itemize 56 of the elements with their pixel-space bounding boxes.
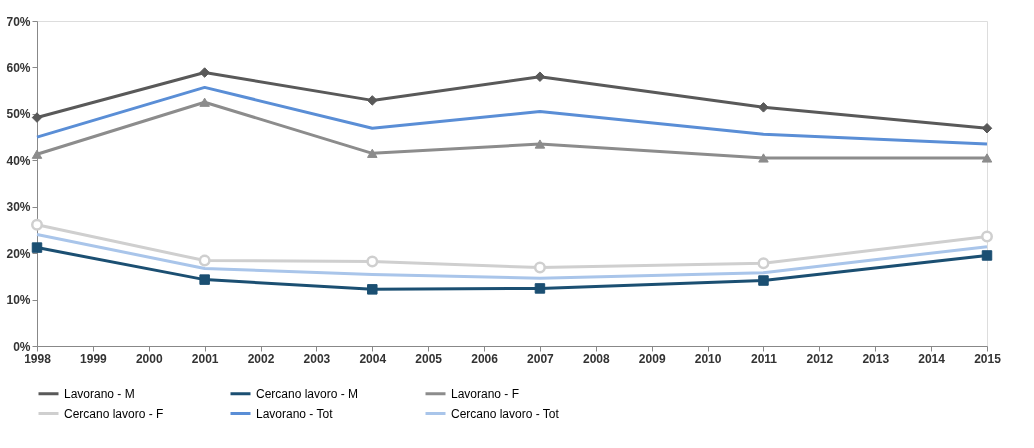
legend-label: Lavorano - M [64, 386, 135, 401]
point [198, 254, 211, 267]
legend-label: Lavorano - F [451, 386, 520, 401]
point [758, 102, 769, 113]
point [31, 242, 43, 253]
legend-label: Lavorano - Tot [256, 406, 334, 421]
point [758, 275, 769, 286]
point [199, 67, 210, 78]
legend-label: Cercano lavoro - F [64, 406, 164, 421]
x-tick-label: 2015 [974, 351, 1002, 366]
y-tick-label: 30% [6, 200, 31, 215]
point [31, 112, 43, 123]
point [534, 283, 546, 294]
x-tick-label: 2011 [750, 351, 778, 366]
y-tick-label: 40% [6, 153, 31, 168]
x-tick-label: 2012 [806, 351, 834, 366]
x-tick-label: 2014 [918, 351, 946, 366]
y-tick-label: 50% [6, 107, 31, 122]
point [31, 149, 43, 159]
point [757, 257, 770, 270]
x-tick-label: 2009 [638, 351, 666, 366]
x-tick-label: 2013 [862, 351, 890, 366]
point [199, 274, 210, 285]
point [981, 250, 993, 261]
line-series [35, 233, 989, 280]
y-tick-label: 0% [13, 339, 31, 354]
legend-label: Cercano lavoro - Tot [451, 406, 560, 421]
point [366, 255, 379, 268]
x-tick-label: 2007 [527, 351, 555, 366]
point [367, 284, 378, 295]
point [367, 95, 378, 106]
x-tick-label: 2008 [582, 351, 610, 366]
legend-label: Cercano lavoro - M [256, 386, 359, 401]
point [981, 230, 993, 243]
point [31, 218, 43, 231]
point [199, 97, 210, 107]
x-tick-label: 2000 [135, 351, 163, 366]
x-tick-label: 2001 [191, 351, 219, 366]
point [533, 261, 546, 274]
point [758, 153, 769, 163]
point [981, 153, 993, 163]
x-tick-label: 2006 [471, 351, 499, 366]
x-tick-label: 1999 [80, 351, 108, 366]
line-series [35, 85, 989, 146]
x-tick-label: 2003 [303, 351, 331, 366]
x-tick-label: 2005 [415, 351, 443, 366]
y-tick-label: 60% [6, 60, 31, 75]
y-tick-label: 10% [6, 293, 31, 308]
point [534, 139, 546, 149]
y-tick-label: 70% [6, 14, 31, 29]
x-tick-label: 2004 [359, 351, 387, 366]
y-tick-label: 20% [6, 246, 31, 261]
x-tick-label: 1998 [24, 351, 52, 366]
point [367, 148, 378, 158]
x-tick-label: 2010 [694, 351, 722, 366]
x-tick-label: 2002 [247, 351, 275, 366]
